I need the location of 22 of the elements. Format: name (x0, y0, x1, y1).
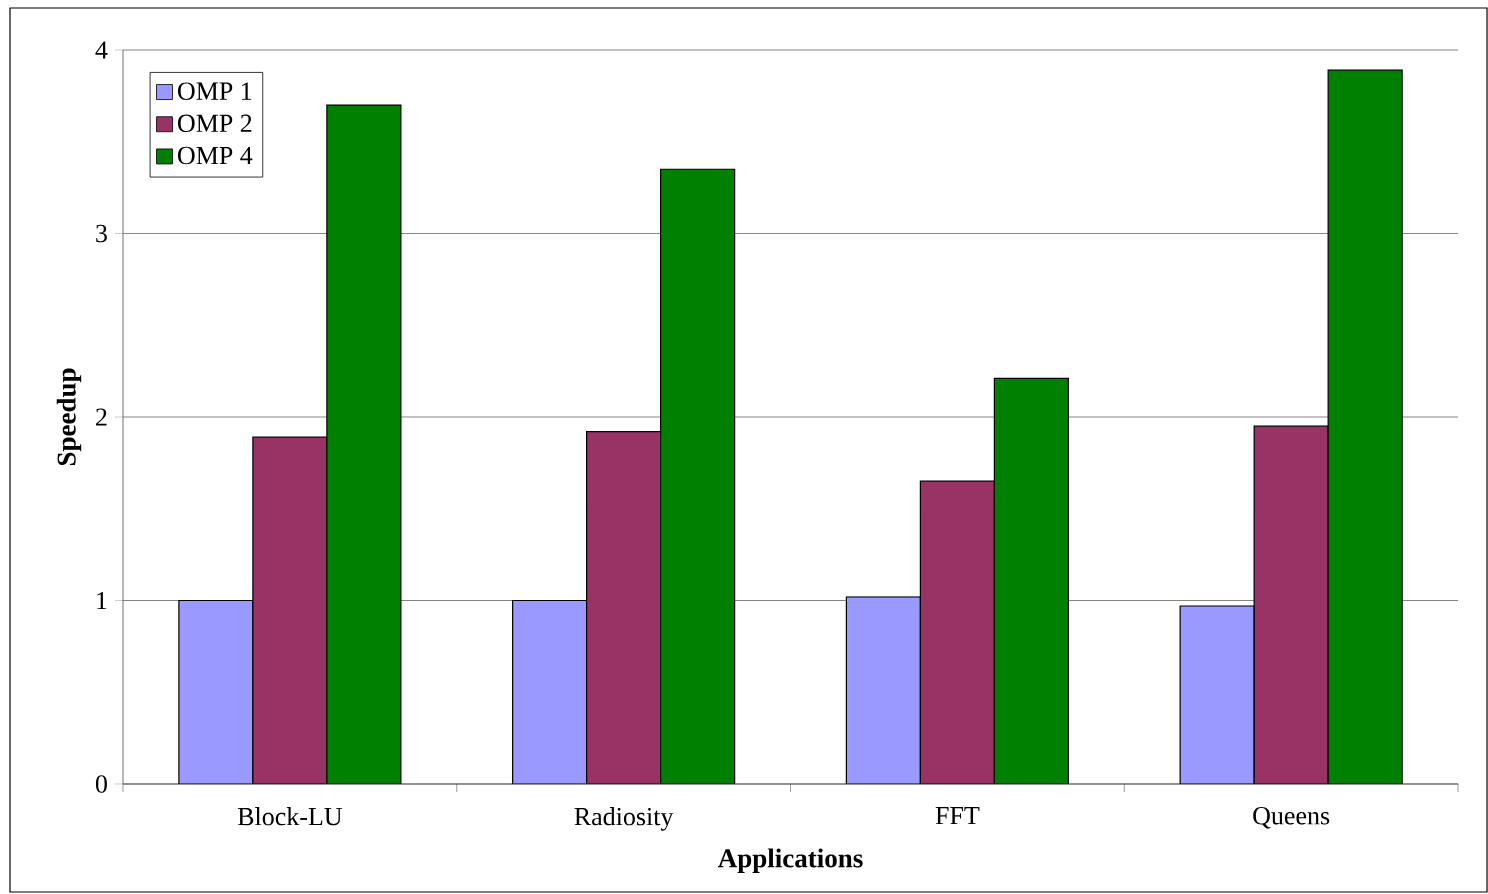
legend-label: OMP 1 (177, 82, 252, 100)
x-tick-label: Radiosity (574, 807, 674, 831)
x-tick-label: FFT (935, 807, 980, 825)
y-axis-title: Speedup (56, 368, 82, 466)
bar (1253, 425, 1329, 784)
bar (512, 599, 588, 784)
y-tick-label: 1 (97, 591, 107, 610)
y-tick-label: 4 (95, 41, 108, 59)
y-tick-label: 2 (96, 408, 107, 426)
bar (919, 480, 995, 784)
bar (586, 431, 662, 784)
bar (1179, 605, 1255, 784)
x-tick-label: Block-LU (237, 807, 343, 826)
x-axis-title: Applications (717, 848, 863, 873)
x-tick-label: Queens (1253, 807, 1330, 829)
y-tick-label: 0 (95, 775, 107, 793)
legend-label: OMP 2 (177, 114, 252, 133)
y-tick-label: 3 (96, 224, 107, 243)
bar (845, 596, 921, 784)
bar (178, 599, 254, 784)
legend-label: OMP 4 (177, 146, 253, 165)
bar (252, 436, 328, 784)
